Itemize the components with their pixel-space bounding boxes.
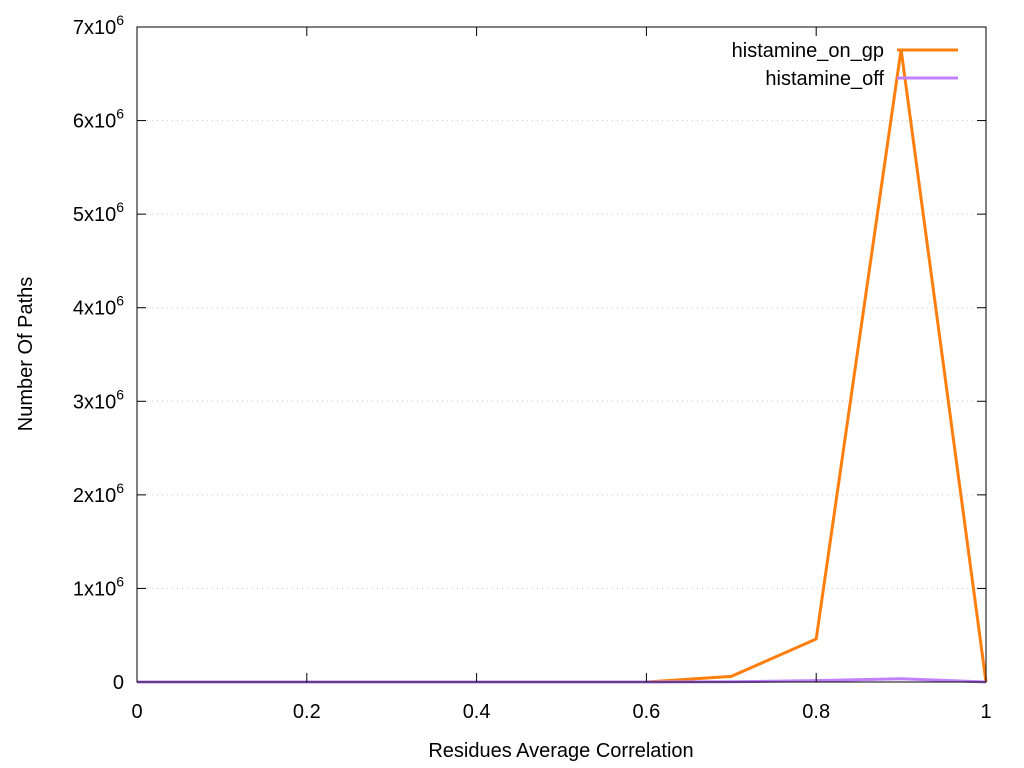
- y-axis-title: Number Of Paths: [15, 277, 37, 432]
- legend: histamine_on_gp histamine_off: [732, 40, 958, 90]
- y-tick-label: 6x106: [73, 106, 124, 133]
- x-tick-label: 0: [131, 701, 142, 723]
- x-tick-label: 0.6: [632, 701, 660, 723]
- legend-label: histamine_on_gp: [732, 40, 884, 62]
- y-tick-label: 3x106: [73, 386, 124, 413]
- x-tick-label: 0.8: [802, 701, 830, 723]
- x-tick-label: 1: [980, 701, 991, 723]
- y-tick-label: 0: [113, 672, 124, 694]
- y-tick-label: 1x106: [73, 573, 124, 600]
- x-tick-labels: 0 0.2 0.4 0.6 0.8 1: [131, 701, 991, 723]
- series-line-histamine-on-gp: [137, 49, 988, 684]
- y-tick-label: 4x106: [73, 293, 124, 320]
- series-lines: [137, 49, 988, 684]
- y-tick-label: 5x106: [73, 199, 124, 226]
- x-tick-label: 0.4: [463, 701, 491, 723]
- x-axis-title: Residues Average Correlation: [428, 740, 693, 762]
- plot-frame: [136, 26, 987, 683]
- y-tick-label: 2x106: [73, 480, 124, 507]
- legend-label: histamine_off: [765, 68, 884, 90]
- y-tick-labels: 0 1x106 2x106 3x106 4x106 5x106 6x106 7x106: [73, 12, 124, 694]
- x-tick-label: 0.2: [293, 701, 321, 723]
- axis-ticks: [136, 26, 987, 683]
- y-tick-label: 7x106: [73, 12, 124, 39]
